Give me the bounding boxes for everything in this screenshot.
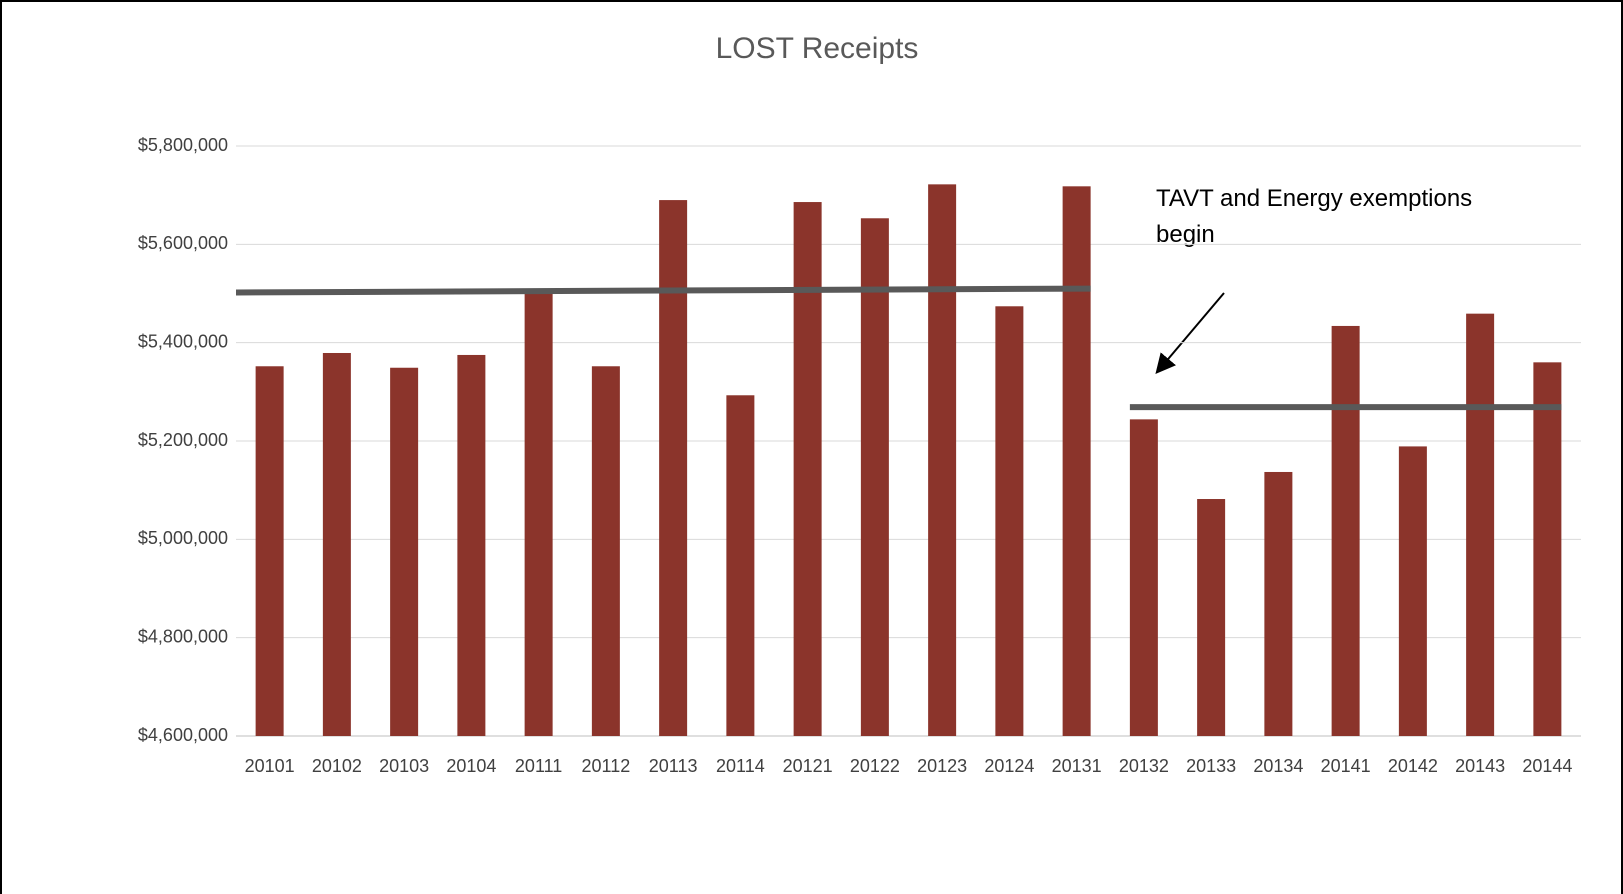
chart-title: LOST Receipts bbox=[716, 32, 919, 65]
x-tick-label: 20142 bbox=[1388, 756, 1438, 776]
bar bbox=[390, 367, 419, 736]
x-tick-label: 20113 bbox=[649, 756, 698, 776]
bar bbox=[1331, 325, 1360, 736]
y-tick-label: $5,000,000 bbox=[138, 528, 228, 548]
y-tick-label: $4,600,000 bbox=[138, 725, 228, 745]
x-tick-label: 20123 bbox=[917, 756, 967, 776]
x-tick-label: 20111 bbox=[515, 756, 562, 776]
x-tick-label: 20103 bbox=[379, 756, 429, 776]
bar bbox=[1466, 313, 1495, 736]
x-tick-label: 20121 bbox=[783, 756, 833, 776]
x-tick-label: 20132 bbox=[1119, 756, 1169, 776]
y-tick-label: $5,800,000 bbox=[138, 135, 228, 155]
x-tick-label: 20104 bbox=[446, 756, 496, 776]
x-tick-label: 20102 bbox=[312, 756, 362, 776]
x-tick-label: 20124 bbox=[984, 756, 1034, 776]
bar bbox=[1264, 471, 1293, 736]
annotation: TAVT and Energy exemptions bbox=[1156, 185, 1472, 212]
x-tick-label: 20143 bbox=[1455, 756, 1505, 776]
bar bbox=[1197, 499, 1226, 736]
bar bbox=[457, 354, 486, 736]
x-tick-label: 20141 bbox=[1321, 756, 1371, 776]
trend-line bbox=[235, 285, 1091, 296]
bar bbox=[591, 366, 620, 736]
bar bbox=[1398, 446, 1427, 736]
x-tick-label: 20144 bbox=[1522, 756, 1572, 776]
bar bbox=[1062, 186, 1091, 737]
x-tick-label: 20101 bbox=[245, 756, 295, 776]
bar bbox=[860, 218, 889, 736]
bar bbox=[1533, 362, 1562, 736]
bar bbox=[726, 395, 755, 736]
bar bbox=[928, 184, 957, 737]
x-tick-label: 20114 bbox=[716, 756, 765, 776]
x-tick-label: 20112 bbox=[582, 756, 631, 776]
y-tick-label: $5,400,000 bbox=[138, 331, 228, 351]
y-tick-label: $5,600,000 bbox=[138, 233, 228, 253]
x-tick-label: 20122 bbox=[850, 756, 900, 776]
x-tick-label: 20134 bbox=[1253, 756, 1303, 776]
bar bbox=[255, 366, 284, 736]
bar bbox=[659, 200, 688, 737]
bar bbox=[793, 202, 822, 737]
bar bbox=[524, 293, 553, 736]
bar bbox=[322, 352, 351, 736]
bar bbox=[1129, 419, 1158, 736]
y-tick-label: $5,200,000 bbox=[138, 430, 228, 450]
y-tick-label: $4,800,000 bbox=[138, 626, 228, 646]
annotation-arrow bbox=[1155, 292, 1225, 375]
annotation: begin bbox=[1156, 221, 1215, 248]
x-tick-label: 20133 bbox=[1186, 756, 1236, 776]
bar bbox=[995, 306, 1024, 736]
x-tick-label: 20131 bbox=[1052, 756, 1102, 776]
